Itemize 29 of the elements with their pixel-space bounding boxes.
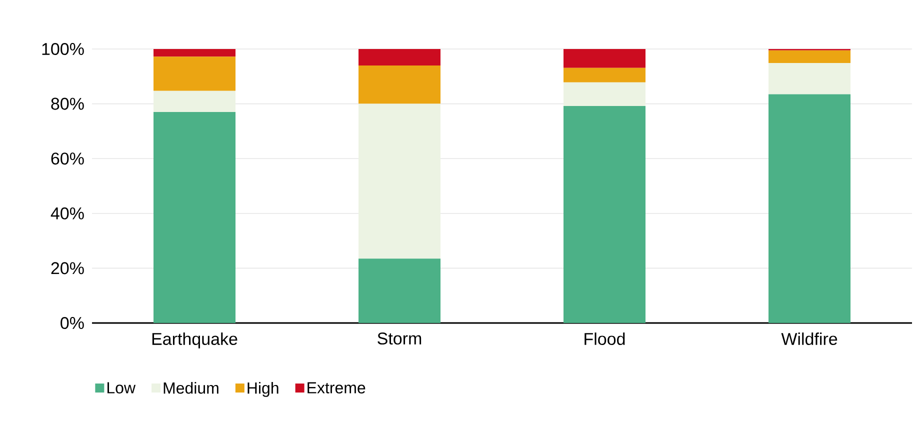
bar: [358, 104, 441, 259]
bar: [564, 48, 646, 68]
y-tick-label: 100%: [42, 42, 84, 56]
bar: [564, 106, 646, 323]
bar: [768, 62, 851, 94]
legend-label: Extreme: [308, 382, 366, 394]
x-tick-label: Wildfire: [781, 332, 838, 346]
bar: [768, 94, 851, 323]
y-tick-label: 80%: [51, 98, 84, 110]
y-tick-label: 40%: [50, 207, 84, 220]
bar: [358, 65, 441, 104]
bar: [768, 50, 851, 63]
x-tick-label: Storm: [378, 332, 422, 345]
y-tick-label: 60%: [51, 152, 84, 165]
bar: [564, 82, 646, 106]
legend-label: Medium: [164, 382, 218, 394]
bar: [358, 258, 441, 323]
y-tick-label: 20%: [51, 262, 84, 274]
bar: [564, 68, 646, 82]
bar: [154, 48, 236, 57]
x-tick-label: Flood: [584, 332, 625, 346]
legend-label: High: [248, 382, 278, 397]
bar: [154, 90, 236, 112]
y-tick-label: 0%: [60, 316, 84, 330]
bar: [154, 112, 236, 323]
bar: [154, 56, 236, 91]
bar: [358, 48, 441, 66]
x-tick-label: Earthquake: [152, 332, 238, 348]
legend-label: Low: [107, 382, 136, 394]
